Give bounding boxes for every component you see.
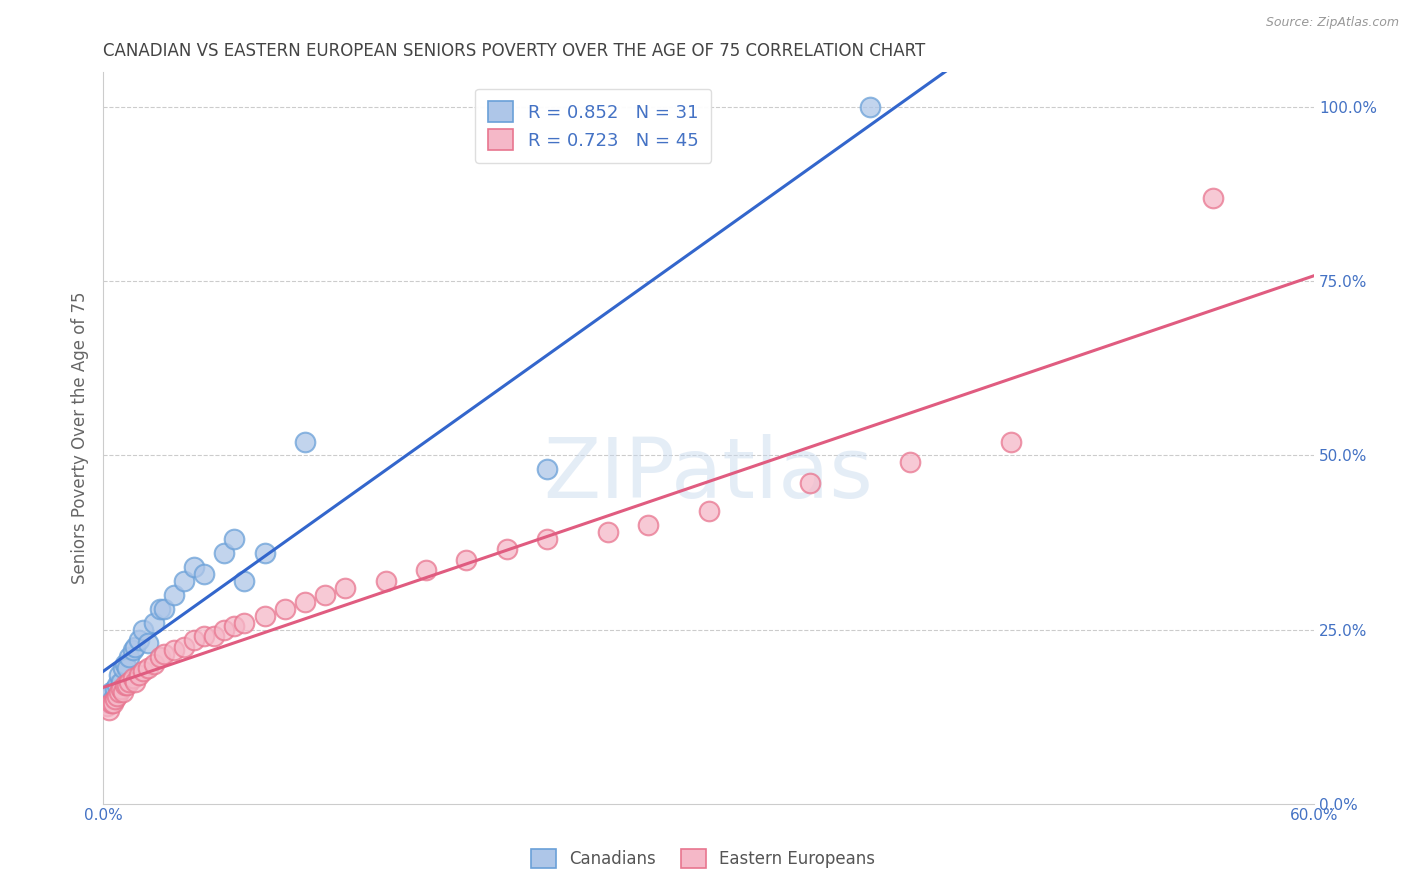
Point — [253, 546, 276, 560]
Point — [212, 546, 235, 560]
Point — [314, 588, 336, 602]
Point — [799, 476, 821, 491]
Point — [98, 696, 121, 710]
Point — [142, 657, 165, 672]
Point — [536, 462, 558, 476]
Point — [118, 674, 141, 689]
Text: ZIPatlas: ZIPatlas — [544, 434, 873, 515]
Text: Source: ZipAtlas.com: Source: ZipAtlas.com — [1265, 16, 1399, 29]
Point — [900, 455, 922, 469]
Point — [149, 650, 172, 665]
Point — [122, 643, 145, 657]
Point — [108, 667, 131, 681]
Point — [183, 632, 205, 647]
Point — [697, 504, 720, 518]
Point — [114, 657, 136, 672]
Point — [128, 632, 150, 647]
Point — [118, 650, 141, 665]
Point — [596, 524, 619, 539]
Point — [98, 703, 121, 717]
Point — [163, 588, 186, 602]
Point — [132, 623, 155, 637]
Point — [274, 601, 297, 615]
Point — [193, 630, 215, 644]
Point — [112, 661, 135, 675]
Point — [212, 623, 235, 637]
Point — [495, 542, 517, 557]
Point — [536, 532, 558, 546]
Point — [183, 559, 205, 574]
Point — [415, 563, 437, 577]
Point — [100, 696, 122, 710]
Point — [335, 581, 357, 595]
Point — [374, 574, 396, 588]
Point — [173, 640, 195, 654]
Point — [124, 674, 146, 689]
Point — [637, 518, 659, 533]
Point — [104, 692, 127, 706]
Legend: Canadians, Eastern Europeans: Canadians, Eastern Europeans — [524, 842, 882, 875]
Point — [122, 671, 145, 685]
Point — [100, 685, 122, 699]
Point — [108, 685, 131, 699]
Point — [117, 678, 139, 692]
Point — [1000, 434, 1022, 449]
Point — [128, 667, 150, 681]
Point — [105, 678, 128, 692]
Point — [152, 601, 174, 615]
Point — [142, 615, 165, 630]
Point — [1202, 191, 1225, 205]
Point — [117, 661, 139, 675]
Point — [224, 532, 246, 546]
Point — [103, 696, 125, 710]
Point — [105, 689, 128, 703]
Point — [114, 678, 136, 692]
Point — [96, 699, 118, 714]
Point — [132, 665, 155, 679]
Point — [173, 574, 195, 588]
Point — [96, 689, 118, 703]
Point — [253, 608, 276, 623]
Point — [202, 630, 225, 644]
Point — [112, 685, 135, 699]
Legend: R = 0.852   N = 31, R = 0.723   N = 45: R = 0.852 N = 31, R = 0.723 N = 45 — [475, 89, 711, 163]
Point — [456, 553, 478, 567]
Point — [294, 595, 316, 609]
Point — [110, 681, 132, 696]
Point — [224, 619, 246, 633]
Point — [193, 566, 215, 581]
Point — [859, 100, 882, 114]
Y-axis label: Seniors Poverty Over the Age of 75: Seniors Poverty Over the Age of 75 — [72, 292, 89, 584]
Point — [294, 434, 316, 449]
Text: CANADIAN VS EASTERN EUROPEAN SENIORS POVERTY OVER THE AGE OF 75 CORRELATION CHAR: CANADIAN VS EASTERN EUROPEAN SENIORS POV… — [103, 42, 925, 60]
Point — [136, 636, 159, 650]
Point — [104, 681, 127, 696]
Point — [110, 674, 132, 689]
Point — [233, 574, 256, 588]
Point — [163, 643, 186, 657]
Point — [233, 615, 256, 630]
Point — [152, 647, 174, 661]
Point — [124, 640, 146, 654]
Point — [103, 692, 125, 706]
Point — [136, 661, 159, 675]
Point — [149, 601, 172, 615]
